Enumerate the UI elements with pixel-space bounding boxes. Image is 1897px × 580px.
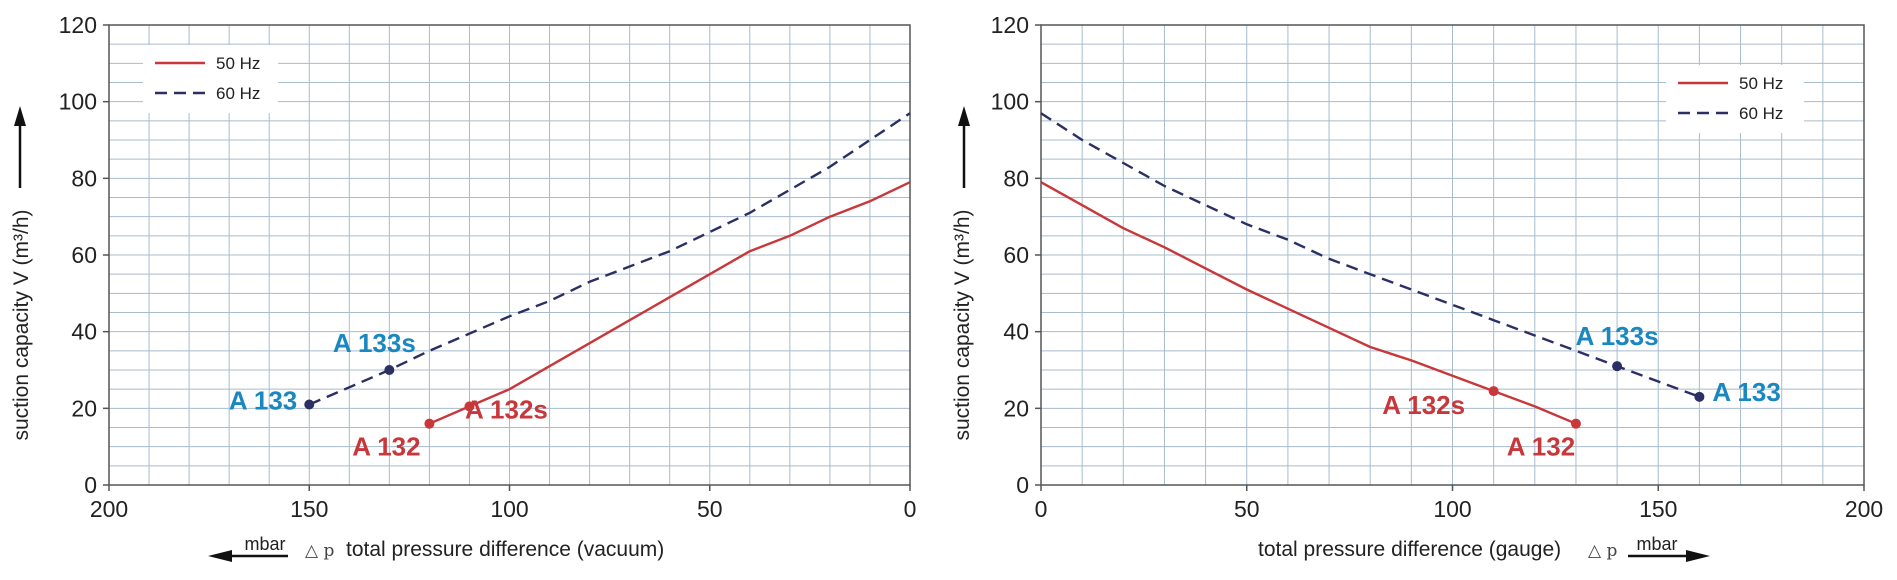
legend-label-50hz: 50 Hz	[216, 54, 260, 73]
y-tick-label: 80	[1003, 165, 1029, 191]
model-point-label: A 132	[352, 432, 420, 462]
series-line-60hz	[308, 112, 911, 406]
x-tick-label: 50	[1234, 496, 1260, 522]
legend-box	[143, 45, 278, 113]
series-line-50hz	[428, 181, 911, 425]
y-tick-label: 20	[1003, 395, 1029, 421]
y-tick-label: 60	[1003, 242, 1029, 268]
vacuum-chart: 200 150 100 50 0 0 20 40 60 80 100 120 suction capac…	[10, 12, 916, 562]
model-point-label: A 132s	[465, 394, 548, 424]
grid-lines	[1040, 24, 1865, 486]
x-axis-label: total pressure difference (vacuum)	[346, 538, 664, 561]
series-line-60hz	[1040, 112, 1700, 398]
model-point-label: A 132s	[1382, 390, 1465, 420]
y-tick-label: 100	[59, 89, 97, 115]
model-point-marker	[384, 365, 395, 375]
y-tick-label: 40	[1003, 319, 1029, 345]
x-tick-label: 100	[490, 496, 528, 522]
x-tick-label: 150	[290, 496, 328, 522]
delta-p-symbol: △ p	[1588, 541, 1617, 561]
y-tick-label: 120	[59, 12, 97, 38]
x-axis-unit: mbar	[244, 534, 285, 554]
model-point-label: A 132	[1507, 432, 1575, 462]
x-tick-label: 0	[1035, 496, 1048, 522]
x-axis-arrow-icon	[208, 550, 232, 562]
y-tick-label: 20	[71, 395, 97, 421]
y-tick-label: 0	[84, 472, 97, 498]
model-point-marker	[424, 418, 435, 429]
gauge-chart: 0 50 100 150 200 0 20 40 60 80 100 120 suction capac…	[951, 12, 1883, 562]
delta-p-symbol: △ p	[305, 541, 334, 561]
x-tick-label: 200	[90, 496, 128, 522]
model-point-marker	[1612, 361, 1623, 372]
y-axis-label: suction capacity V (m³/h)	[951, 209, 974, 440]
x-tick-label: 0	[904, 496, 917, 522]
y-axis-arrow-icon	[14, 106, 26, 126]
legend: 50 Hz 60 Hz	[1666, 65, 1804, 133]
y-tick-label: 40	[71, 319, 97, 345]
x-tick-label: 200	[1845, 496, 1883, 522]
y-tick-label: 60	[71, 242, 97, 268]
model-point-marker	[1488, 386, 1499, 397]
x-tick-label: 50	[697, 496, 723, 522]
model-point-marker	[1694, 391, 1705, 402]
legend-label-60hz: 60 Hz	[216, 84, 260, 103]
y-tick-label: 100	[991, 89, 1029, 115]
x-tick-label: 150	[1639, 496, 1677, 522]
x-axis-arrow-icon	[1686, 550, 1710, 562]
x-axis-label: total pressure difference (gauge)	[1258, 538, 1561, 561]
model-point-marker	[1570, 418, 1581, 429]
legend-label-60hz: 60 Hz	[1739, 104, 1783, 123]
model-point-label: A 133s	[333, 328, 416, 358]
legend-label-50hz: 50 Hz	[1739, 74, 1783, 93]
model-point-marker	[464, 401, 475, 412]
y-axis-label: suction capacity V (m³/h)	[10, 209, 33, 440]
series-line-50hz	[1040, 181, 1577, 425]
model-point-label: A 133	[1712, 377, 1780, 407]
legend: 50 Hz 60 Hz	[143, 45, 278, 113]
model-point-label: A 133	[229, 386, 297, 416]
y-axis-arrow-icon	[958, 106, 970, 126]
y-tick-label: 0	[1016, 472, 1029, 498]
x-axis-unit: mbar	[1636, 534, 1677, 554]
model-point-marker	[304, 399, 315, 410]
model-point-label: A 133s	[1576, 321, 1659, 351]
x-tick-label: 100	[1433, 496, 1471, 522]
legend-box	[1666, 65, 1804, 133]
grid-lines	[108, 24, 911, 486]
y-tick-label: 80	[71, 165, 97, 191]
y-tick-label: 120	[991, 12, 1029, 38]
